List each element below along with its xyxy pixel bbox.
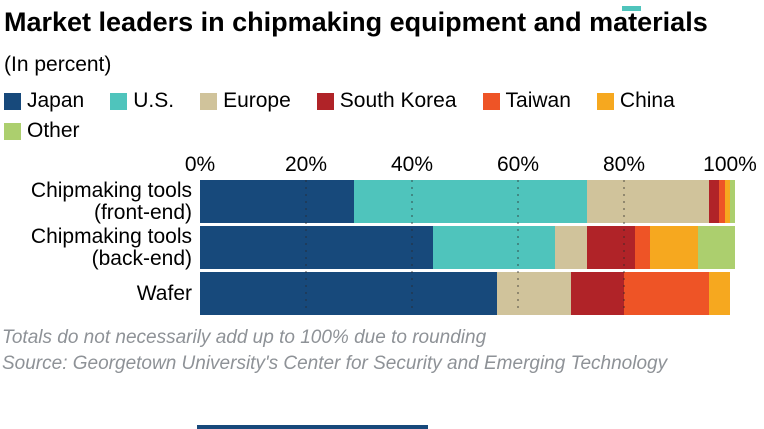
legend-swatch-south-korea (316, 92, 334, 110)
legend-swatch-japan (4, 92, 21, 110)
bar-segment-u-s (353, 180, 587, 224)
bar-segment-china (724, 180, 730, 224)
x-tick-40: 40% (390, 153, 434, 177)
category-label: Wafer (136, 281, 192, 305)
legend-label: Europe (223, 89, 291, 113)
bar-segment-u-s (433, 226, 556, 270)
crop-artifact-bottom (197, 425, 428, 429)
legend-item-taiwan: Taiwan (482, 89, 571, 113)
x-tick-100: 100% (703, 153, 757, 177)
legend-item-europe: Europe (200, 89, 291, 113)
legend-label: South Korea (339, 89, 457, 113)
bar-segment-other (729, 180, 736, 224)
footnote: Totals do not necessarily add up to 100%… (2, 327, 487, 349)
source-credit: Source: Georgetown University's Center f… (2, 353, 668, 375)
bar-segment-other (698, 226, 736, 270)
legend-swatch-other (4, 122, 21, 140)
category-label: Chipmaking tools (front-end) (30, 178, 192, 224)
legend-label: China (619, 89, 675, 113)
bar-segment-japan (200, 180, 354, 224)
bar-segment-taiwan (623, 272, 709, 316)
bar-segment-taiwan (634, 226, 651, 270)
legend-label: Taiwan (505, 89, 571, 113)
x-axis: 0% 20% 40% 60% 80% 100% (0, 153, 764, 180)
x-tick-20: 20% (284, 153, 328, 177)
bar-rows: Chipmaking tools (front-end) Chipmaking t… (0, 178, 764, 316)
legend-label: Japan (27, 89, 85, 113)
legend-item-china: China (596, 89, 675, 113)
legend-swatch-europe (200, 92, 218, 110)
bar-segment-europe (586, 180, 709, 224)
category-label: Chipmaking tools (back-end) (30, 224, 192, 270)
stacked-bar-chart: 0% 20% 40% 60% 80% 100% Chipmaking tools (fro… (0, 153, 764, 316)
crop-artifact-top (622, 6, 641, 11)
x-tick-0: 0% (184, 153, 216, 177)
chart-title: Market leaders in chipmaking equipment a… (4, 7, 708, 37)
legend-item-other: Other (4, 119, 80, 143)
legend-item-japan: Japan (4, 89, 84, 113)
bar-segment-south-korea (570, 272, 624, 316)
bar-track (200, 272, 730, 316)
legend-item-south-korea: South Korea (316, 89, 457, 113)
chart-subtitle: (In percent) (4, 53, 112, 77)
bar-row-chipmaking-tools-front-end: Chipmaking tools (front-end) (0, 178, 764, 224)
bar-segment-europe (555, 226, 587, 270)
bar-segment-china (708, 272, 730, 316)
legend-swatch-china (596, 92, 614, 110)
legend: Japan U.S. Europe South Korea Taiwan China Oth… (4, 89, 752, 143)
bar-segment-europe (496, 272, 571, 316)
bar-segment-south-korea (586, 226, 635, 270)
bar-track (200, 226, 736, 270)
bar-row-wafer: Wafer (0, 272, 764, 316)
bar-row-chipmaking-tools-back-end: Chipmaking tools (back-end) (0, 224, 764, 270)
x-tick-80: 80% (602, 153, 646, 177)
bar-segment-south-korea (708, 180, 720, 224)
legend-label: U.S. (133, 89, 175, 113)
bar-track (200, 180, 736, 224)
legend-swatch-taiwan (482, 92, 500, 110)
bar-segment-japan (200, 272, 497, 316)
legend-swatch-u-s (110, 92, 128, 110)
bar-segment-taiwan (719, 180, 725, 224)
x-tick-60: 60% (496, 153, 540, 177)
legend-label: Other (27, 119, 80, 143)
bar-segment-japan (200, 226, 434, 270)
bar-segment-china (650, 226, 699, 270)
legend-item-u-s: U.S. (110, 89, 174, 113)
